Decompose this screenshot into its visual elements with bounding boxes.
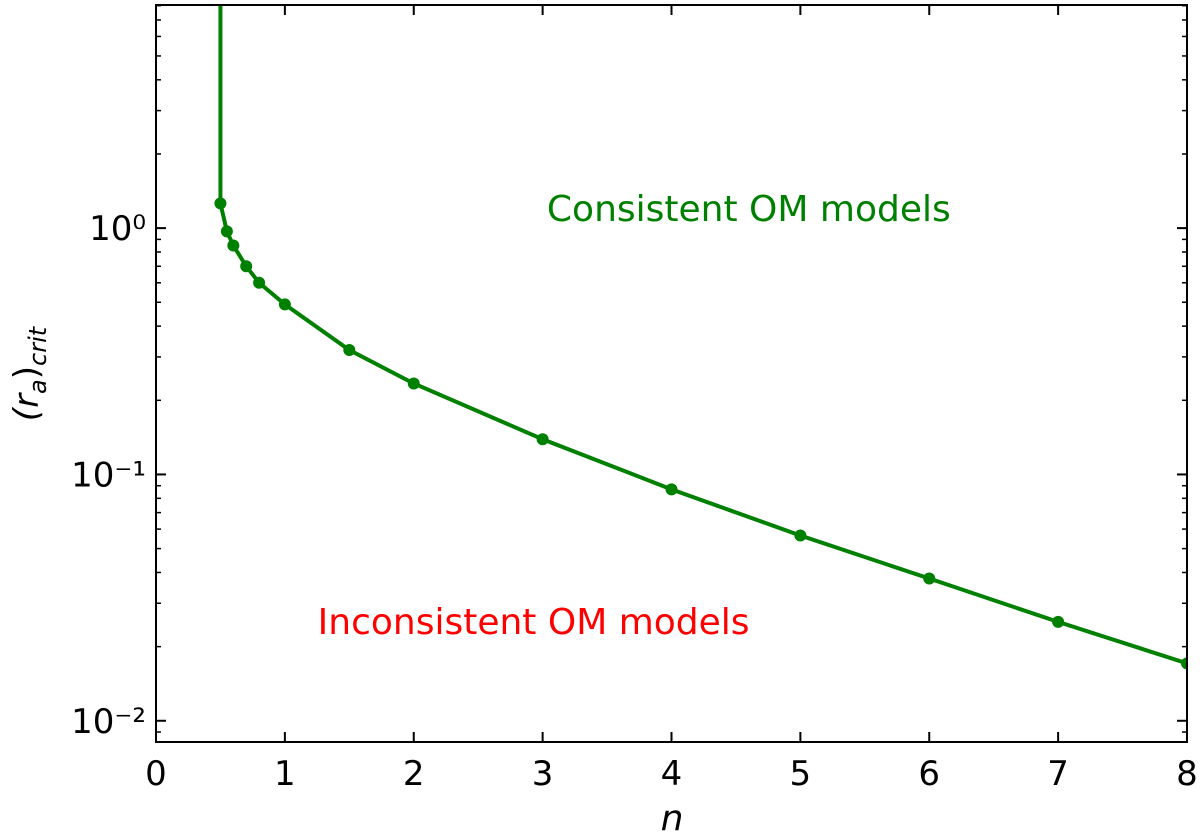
x-tick-label: 2 [403,754,425,794]
annotation: Consistent OM models [547,189,951,230]
x-tick-label: 6 [918,754,940,794]
data-point [1052,615,1065,628]
data-point [536,433,549,446]
y-axis-label: (ra)crit [7,325,52,421]
data-point [407,377,420,390]
data-point [240,260,253,273]
x-tick-label: 5 [790,754,812,794]
data-point [214,197,227,210]
data-point [1181,657,1187,670]
plot-area [214,5,1187,670]
y-label-part: crit [24,325,52,366]
x-tick-label: 3 [532,754,554,794]
data-point [665,483,678,496]
x-tick-label: 4 [661,754,683,794]
y-label-part: ) [7,366,47,379]
x-axis-label: n [661,798,684,834]
data-point [923,572,936,585]
annotation: Inconsistent OM models [318,602,750,643]
data-point [343,344,356,357]
y-tick-label: 10⁰ [89,209,146,249]
plot-frame [155,4,1188,743]
y-label-part: (r [7,392,47,421]
data-point [253,276,266,289]
x-tick-label: 7 [1047,754,1069,794]
y-tick-label: 10⁻¹ [71,455,146,495]
x-tick-label: 8 [1176,754,1198,794]
x-tick-label: 0 [145,754,167,794]
x-tick-label: 1 [274,754,296,794]
data-line [218,5,1187,666]
data-point [227,239,240,252]
y-label-part: a [24,379,52,394]
data-point [794,529,807,542]
data-point [278,298,291,311]
data-point [220,225,233,238]
y-tick-label: 10⁻² [71,702,146,742]
